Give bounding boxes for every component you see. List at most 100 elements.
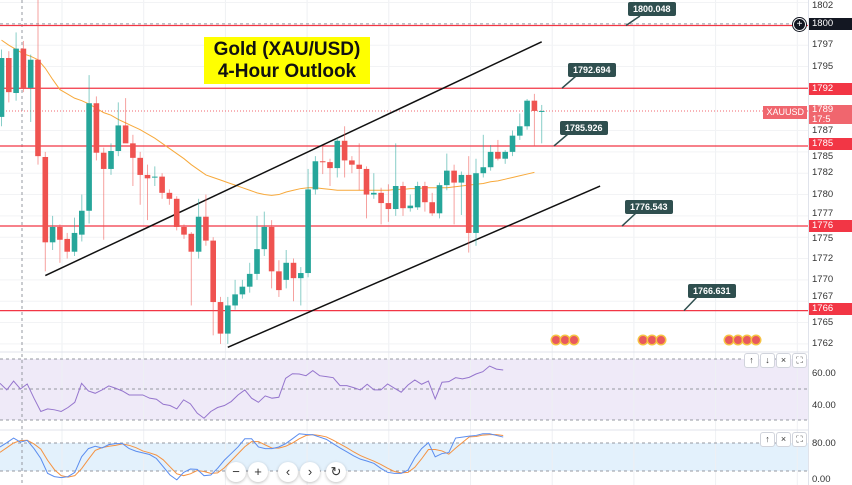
candle-bullish [305,189,311,274]
candle-bearish [327,162,333,169]
candle-bearish [217,302,224,334]
stoch-move-up-button[interactable]: ↑ [760,432,775,447]
price-tick-label: 1780 [812,188,834,200]
rsi-line [0,365,504,419]
candle-bullish [473,173,479,233]
candle-bearish [495,151,501,159]
candle-bearish [422,186,428,203]
rsi-close-button[interactable]: × [776,353,791,368]
candle-bullish [239,286,246,295]
price-tick-label: 1775 [812,233,834,244]
candle-bullish [509,135,516,152]
candle-bearish [356,164,362,169]
candle-bullish [254,249,260,274]
candle-bearish [429,202,435,214]
rsi-move-down-button[interactable]: ↓ [760,353,775,368]
price-tick-label: 1802 [812,0,834,11]
candle-bearish [203,216,209,241]
candle-bullish [49,226,56,243]
candle-bullish [246,273,253,287]
price-tag-1792: 1792 [809,83,852,95]
price-tick-label: 1785 [812,151,834,162]
candle-bullish [524,100,530,127]
level-pointer-arrow [561,75,577,89]
us-flag-icon-inner [639,336,647,344]
candle-bearish [35,59,41,157]
candle-bullish [458,174,465,183]
rsi-move-up-button[interactable]: ↑ [744,353,759,368]
price-tick-label: 1797 [812,39,834,51]
scroll-right-button[interactable]: › [300,462,320,482]
candle-bearish [363,168,370,195]
candle-bullish [444,170,450,186]
candle-bearish [6,58,12,93]
price-tick-label: 1782 [812,167,834,179]
price-tick-label: 1762 [812,337,834,349]
candle-bearish [188,233,195,252]
candle-bullish [152,176,158,178]
candle-bearish [173,198,180,227]
candle-bearish [341,140,348,161]
chart-title-box: Gold (XAU/USD) 4-Hour Outlook [204,37,370,84]
price-tag-1766: 1766 [809,303,852,315]
candle-bearish [130,143,136,158]
candle-bullish [108,151,114,169]
candle-bearish [319,161,326,163]
candle-bullish [517,126,523,136]
candle-bullish [225,305,231,334]
level-label-1792: 1792.694 [568,63,616,77]
zoom-in-button[interactable]: + [248,462,268,482]
add-alert-plus-icon[interactable]: + [793,18,806,31]
candle-bearish [400,186,406,209]
us-flag-icon-inner [752,336,760,344]
price-tag-1776: 1776 [809,220,852,232]
stoch-maximize-button[interactable]: ⛶ [792,432,807,447]
chart-title: Gold (XAU/USD) [213,38,361,60]
candle-bearish [20,48,27,88]
zoom-out-button[interactable]: − [226,462,246,482]
current-price-tag: 1789 17:5 [809,105,852,124]
price-tick-label: 1787 [812,125,834,136]
candle-bearish [57,226,63,240]
candle-bearish [93,103,100,153]
reset-chart-button[interactable]: ↻ [326,462,346,482]
candle-bullish [86,103,92,211]
us-flag-icon-inner [561,336,569,344]
candle-bullish [298,273,304,279]
candle-bullish [232,294,238,306]
candle-bearish [42,156,49,243]
level-pointer-arrow [621,212,637,227]
candle-bullish [115,125,122,152]
us-flag-icon-inner [743,336,751,344]
symbol-tag: XAUUSD [763,106,807,119]
scroll-left-button[interactable]: ‹ [278,462,298,482]
price-axis[interactable] [808,0,852,485]
bar-countdown: 17:5 [812,114,831,125]
level-pointer-arrow [625,15,641,27]
price-tag-1785: 1785 [809,138,852,150]
stoch-close-button[interactable]: × [776,432,791,447]
candle-bullish [13,48,19,94]
candle-bearish [276,271,282,291]
candle-bullish [71,232,78,252]
rsi-tick-40: 40.00 [812,400,836,411]
price-tag-1800: 1800 [809,18,852,30]
candle-bullish [436,185,443,214]
candle-bearish [210,240,216,303]
candle-bullish [487,151,494,168]
candle-bearish [290,262,297,279]
rsi-maximize-button[interactable]: ⛶ [792,353,807,368]
candle-bullish [312,161,319,190]
stoch-k-line [0,433,504,481]
us-flag-icon-inner [657,336,665,344]
stoch-band [0,443,808,471]
price-tick-label: 1795 [812,60,834,72]
candle-bearish [268,226,275,272]
us-flag-icon-inner [725,336,733,344]
candle-bullish [0,58,5,117]
candle-bullish [414,186,421,208]
candle-bullish [261,226,268,250]
candle-bearish [166,192,173,199]
candle-bullish [79,210,85,235]
